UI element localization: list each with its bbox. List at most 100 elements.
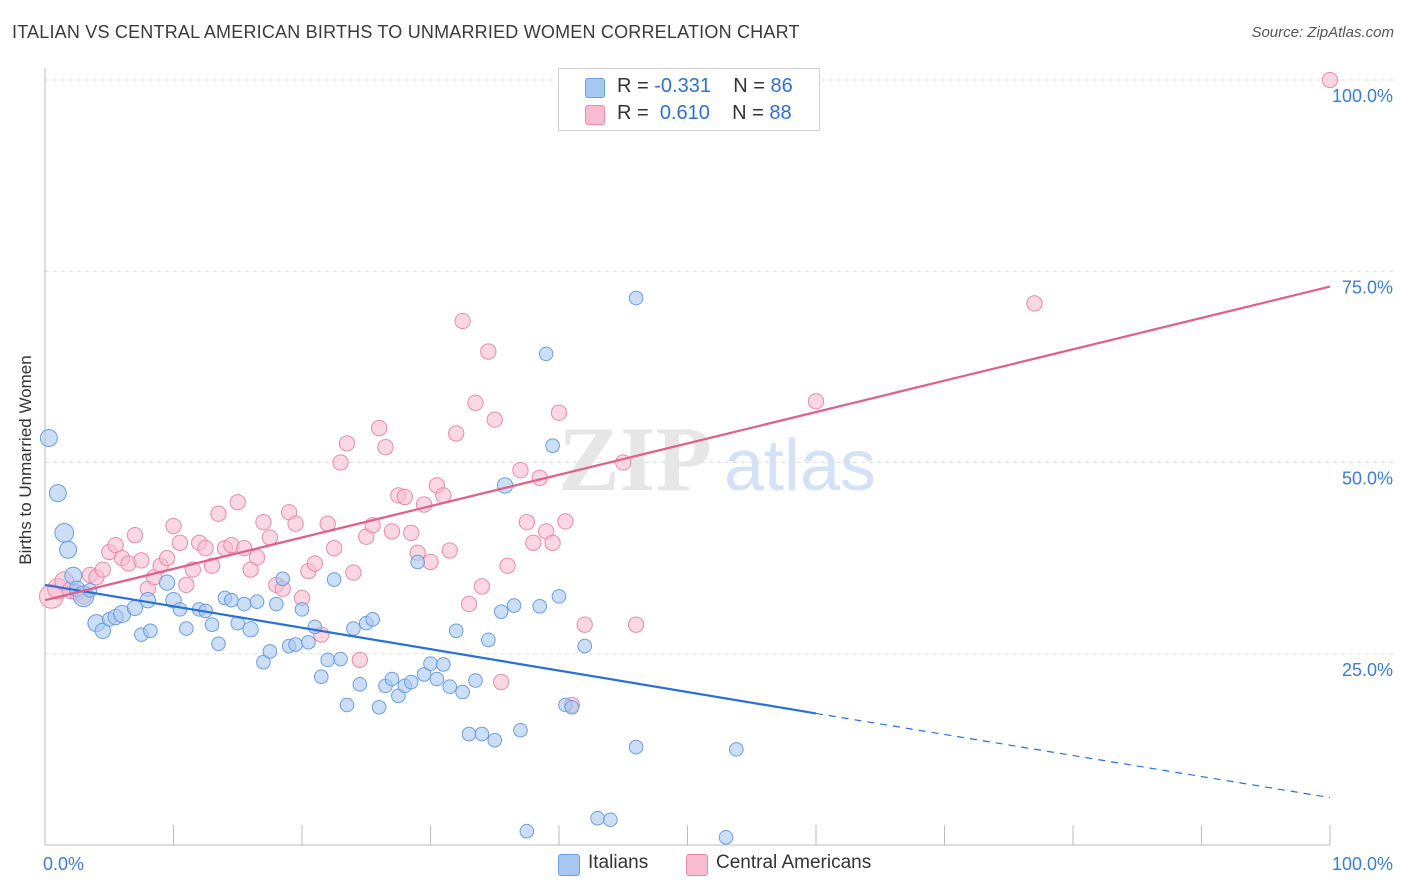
italians-point-38 xyxy=(301,634,316,650)
central-american-point-77 xyxy=(544,534,561,551)
italians-point-76 xyxy=(551,589,567,604)
central-american-point-47 xyxy=(345,564,362,581)
italians-point-51 xyxy=(384,671,400,687)
central-american-point-41 xyxy=(306,555,324,572)
italians-point-48 xyxy=(365,612,380,627)
central-americans-trend-line xyxy=(44,285,1331,602)
italians-point-65 xyxy=(474,726,490,742)
central-american-point-85 xyxy=(1026,295,1043,312)
italians-point-63 xyxy=(461,726,477,742)
italians-point-70 xyxy=(506,598,522,613)
central-american-point-79 xyxy=(557,513,574,530)
italians-point-46 xyxy=(352,677,368,692)
watermark: ZIP atlas xyxy=(558,408,876,510)
italians-point-44 xyxy=(339,697,355,713)
italians-point-32 xyxy=(262,644,278,659)
italians-point-75 xyxy=(545,438,560,453)
italians-point-43 xyxy=(333,651,348,667)
central-american-point-29 xyxy=(229,494,246,511)
central-american-point-70 xyxy=(493,673,510,691)
axes xyxy=(44,68,1331,846)
italians-point-78 xyxy=(564,700,580,715)
italians-point-64 xyxy=(468,673,483,688)
italians-point-17 xyxy=(158,574,176,591)
legend-r-label: R = xyxy=(617,102,649,124)
legend-swatch-italians xyxy=(585,78,605,98)
central-american-point-59 xyxy=(422,553,439,571)
central-american-point-53 xyxy=(383,523,401,540)
italians-point-3 xyxy=(59,540,78,559)
central-american-point-63 xyxy=(448,425,465,442)
central-american-point-38 xyxy=(287,515,304,532)
italians-point-82 xyxy=(628,290,644,306)
italians-point-85 xyxy=(729,742,744,757)
central-american-point-25 xyxy=(203,557,221,574)
series-central-americans xyxy=(39,71,1339,714)
italians-point-68 xyxy=(493,604,509,619)
central-american-point-26 xyxy=(210,505,227,522)
stats-legend: R = -0.331 N = 86 R = 0.610 N = 88 xyxy=(558,68,820,131)
italians-point-42 xyxy=(326,572,342,587)
italians-point-60 xyxy=(442,679,458,694)
italians-point-71 xyxy=(513,722,528,738)
central-american-point-72 xyxy=(512,462,529,479)
bottom-legend-label-italians: Italians xyxy=(588,852,649,873)
italians-point-84 xyxy=(718,830,734,845)
legend-r-value: -0.331 xyxy=(654,75,711,97)
legend-r-value: 0.610 xyxy=(659,102,710,124)
central-american-point-20 xyxy=(171,534,189,551)
italians-point-40 xyxy=(313,669,329,685)
y-tick-label-1: 50.0% xyxy=(1342,469,1393,489)
italians-trend-line xyxy=(44,583,817,715)
italians-point-23 xyxy=(204,617,220,632)
tick-labels: 25.0% 50.0% 75.0% 100.0% 0.0% 100.0% xyxy=(43,86,1393,874)
italians-point-58 xyxy=(429,671,445,687)
legend-n-label: N = xyxy=(733,75,765,97)
legend-text-italians: R = -0.331 N = 86 xyxy=(617,75,793,98)
central-american-point-86 xyxy=(1321,71,1339,89)
central-american-point-73 xyxy=(518,514,536,531)
central-american-point-14 xyxy=(133,552,150,569)
central-american-point-81 xyxy=(576,616,593,633)
italians-point-33 xyxy=(269,596,284,612)
central-american-point-13 xyxy=(126,527,144,544)
central-american-point-8 xyxy=(94,561,111,578)
central-american-point-32 xyxy=(248,549,266,566)
central-american-point-71 xyxy=(499,557,516,574)
central-american-point-66 xyxy=(467,394,484,411)
italians-point-61 xyxy=(448,623,464,639)
x-tick-label-right: 100.0% xyxy=(1332,854,1393,874)
italians-point-34 xyxy=(275,571,291,587)
italians-point-28 xyxy=(236,596,252,612)
central-american-point-74 xyxy=(525,534,542,551)
italians-point-83 xyxy=(628,739,644,755)
italians-point-72 xyxy=(519,823,535,839)
central-american-point-65 xyxy=(460,595,478,613)
italians-point-57 xyxy=(423,656,438,671)
watermark-zip: ZIP xyxy=(558,408,711,510)
central-american-point-21 xyxy=(178,576,195,594)
italians-trend-extension xyxy=(815,712,1331,799)
central-american-point-51 xyxy=(370,419,388,437)
italians-point-36 xyxy=(288,637,303,652)
central-american-point-56 xyxy=(403,524,420,542)
trend-lines xyxy=(44,285,1331,799)
legend-n-value: 86 xyxy=(770,75,793,97)
y-tick-label-0: 25.0% xyxy=(1342,660,1393,680)
italians-point-30 xyxy=(249,594,265,610)
central-american-point-78 xyxy=(550,404,568,421)
y-axis-label: Births to Unmarried Women xyxy=(16,355,35,565)
italians-point-45 xyxy=(346,621,361,636)
bottom-legend-swatch-italians xyxy=(558,854,580,876)
italians-point-56 xyxy=(416,667,432,682)
central-american-point-84 xyxy=(807,393,825,410)
italians-point-41 xyxy=(320,652,336,668)
italians-point-0 xyxy=(39,429,58,448)
italians-point-79 xyxy=(577,638,593,654)
chart-source: Source: ZipAtlas.com xyxy=(1251,24,1394,41)
legend-n-label: N = xyxy=(732,102,764,124)
italians-point-16 xyxy=(143,623,158,639)
italians-point-54 xyxy=(403,674,419,690)
chart-title: ITALIAN VS CENTRAL AMERICAN BIRTHS TO UN… xyxy=(12,22,800,42)
